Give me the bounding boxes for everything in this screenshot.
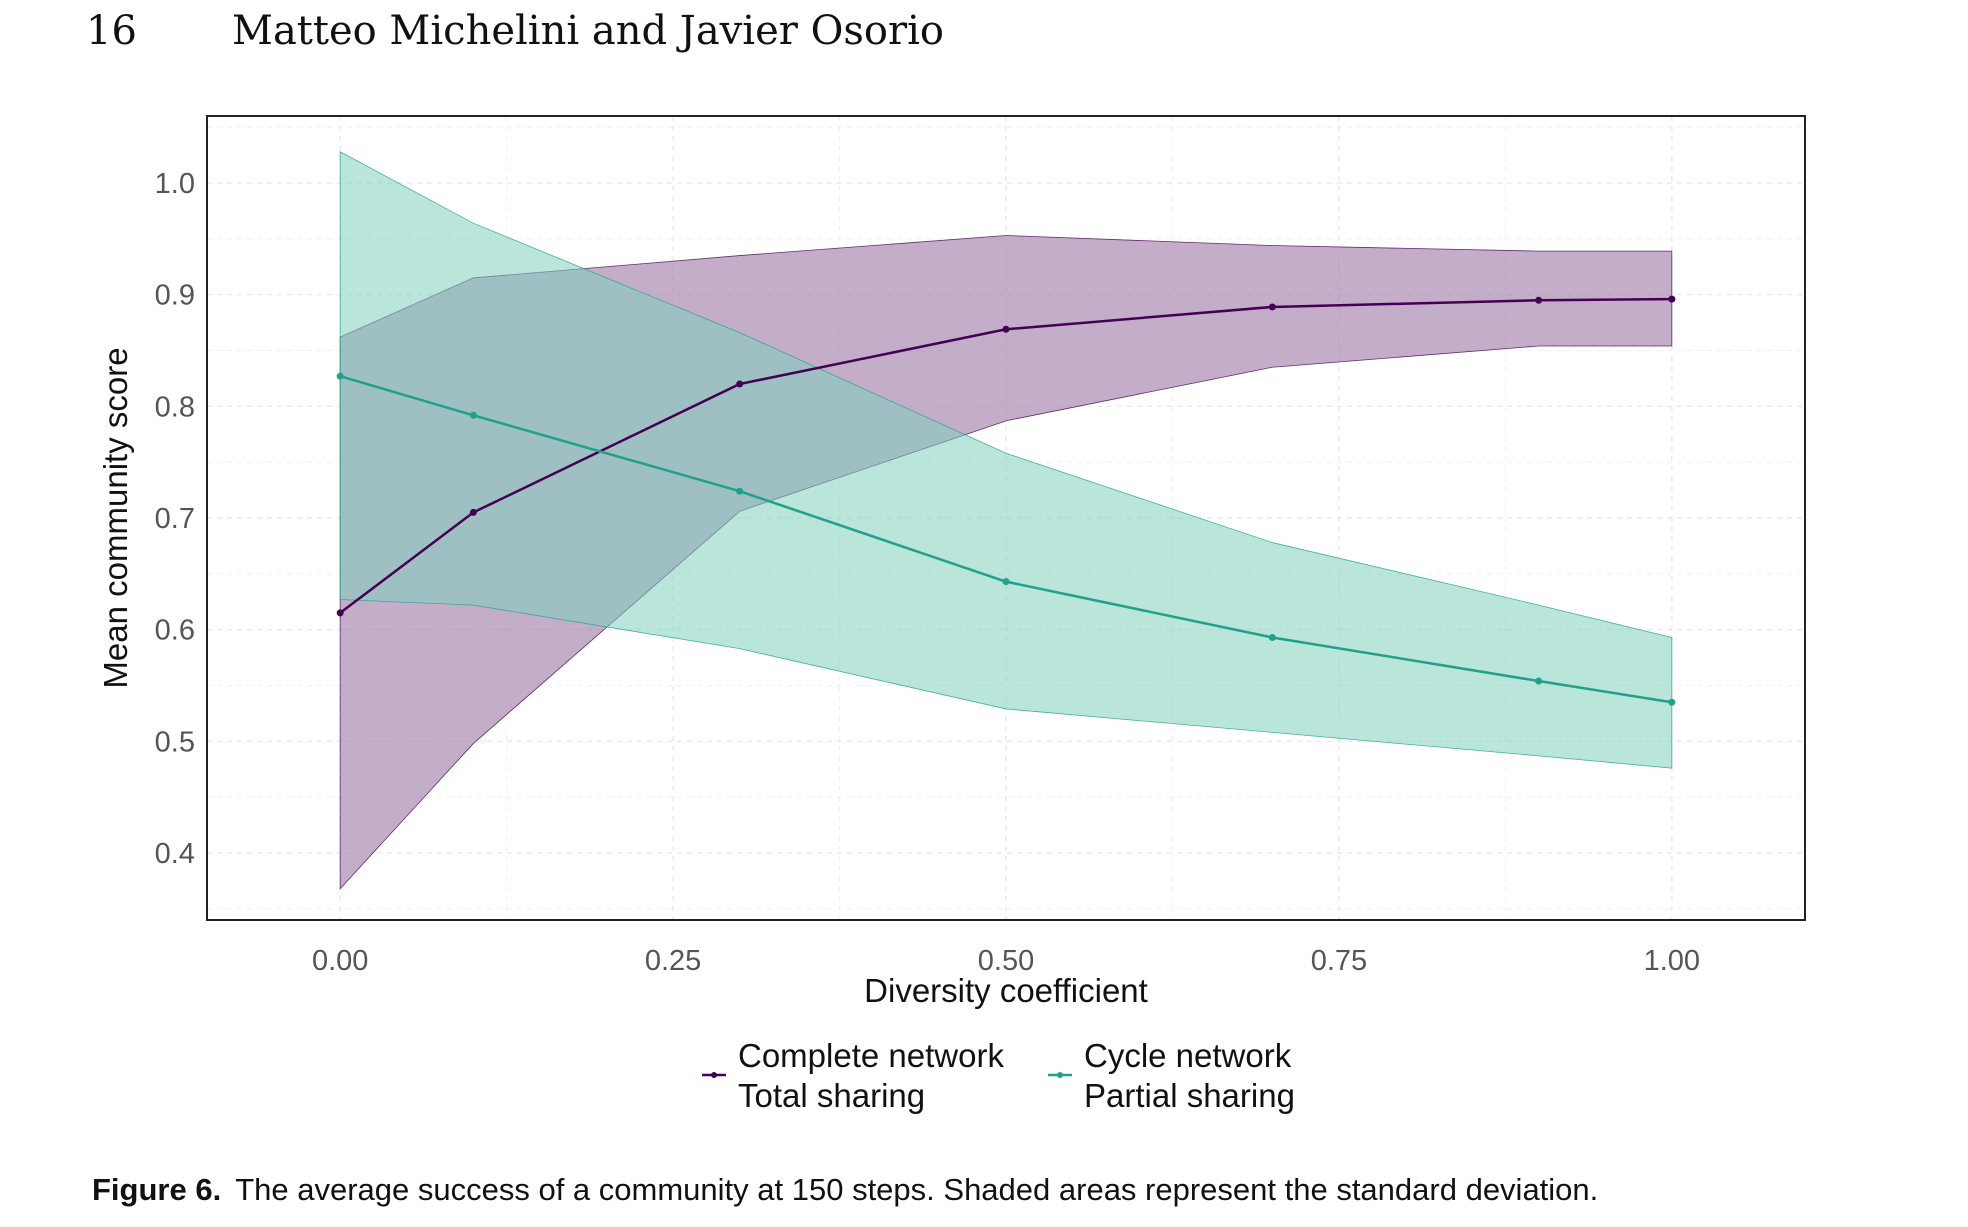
point-cycle-5	[1535, 677, 1543, 685]
point-complete-3	[1002, 325, 1010, 333]
band-cycle	[339, 151, 1673, 769]
legend-label-cycle-line2: Partial sharing	[1084, 1077, 1295, 1114]
point-complete-1	[469, 508, 477, 516]
point-complete-5	[1535, 296, 1543, 304]
caption-text: The average success of a community at 15…	[235, 1172, 1599, 1207]
point-complete-6	[1668, 295, 1676, 303]
y-tick-label-0: 0.4	[155, 838, 195, 870]
x-axis-label: Diversity coefficient	[864, 972, 1148, 1009]
point-complete-4	[1268, 303, 1276, 311]
legend-label-complete-line1: Complete network	[738, 1037, 1004, 1074]
x-tick-label-1: 0.25	[645, 945, 701, 977]
figure-caption: Figure 6. The average success of a commun…	[92, 1172, 1598, 1208]
y-tick-label-4: 0.8	[155, 391, 195, 423]
y-tick-label-1: 0.5	[155, 726, 195, 758]
legend-label-complete-line2: Total sharing	[738, 1077, 925, 1114]
point-cycle-4	[1268, 633, 1276, 641]
legend-dot-cycle	[1057, 1072, 1063, 1078]
page-number: 16	[86, 8, 137, 54]
page-header: 16 Matteo Michelini and Javier Osorio	[0, 0, 1968, 60]
y-axis-label: Mean community score	[97, 347, 134, 688]
legend: Complete network Total sharing Cycle net…	[702, 1037, 1295, 1114]
point-cycle-0	[336, 372, 344, 380]
running-head-authors: Matteo Michelini and Javier Osorio	[232, 8, 944, 54]
series-points	[336, 295, 1676, 706]
x-tick-labels: 0.00 0.25 0.50 0.75 1.00	[312, 945, 1700, 977]
point-complete-2	[736, 380, 744, 388]
x-tick-label-2: 0.50	[978, 945, 1034, 977]
x-tick-label-0: 0.00	[312, 945, 368, 977]
point-complete-0	[336, 609, 344, 617]
legend-label-cycle-line1: Cycle network	[1084, 1037, 1292, 1074]
y-tick-labels: 0.4 0.5 0.6 0.7 0.8 0.9 1.0	[155, 168, 195, 870]
y-tick-label-5: 0.9	[155, 280, 195, 312]
legend-dot-complete	[711, 1072, 717, 1078]
point-cycle-2	[736, 487, 744, 495]
x-tick-label-3: 0.75	[1311, 945, 1367, 977]
y-tick-label-6: 1.0	[155, 168, 195, 200]
y-tick-label-2: 0.6	[155, 615, 195, 647]
caption-label: Figure 6.	[92, 1172, 222, 1207]
point-cycle-1	[469, 411, 477, 419]
x-tick-label-4: 1.00	[1644, 945, 1700, 977]
plot-frame	[206, 115, 1806, 921]
y-tick-label-3: 0.7	[155, 503, 195, 535]
point-cycle-3	[1002, 578, 1010, 586]
std-dev-bands	[339, 151, 1673, 890]
point-cycle-6	[1668, 698, 1676, 706]
